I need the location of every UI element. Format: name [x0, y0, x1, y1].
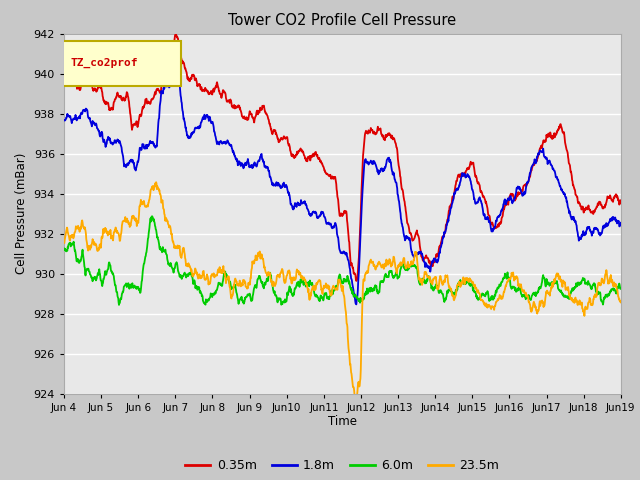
Text: TZ_co2prof: TZ_co2prof: [70, 58, 138, 68]
Legend: 0.35m, 1.8m, 6.0m, 23.5m: 0.35m, 1.8m, 6.0m, 23.5m: [180, 455, 504, 477]
Y-axis label: Cell Pressure (mBar): Cell Pressure (mBar): [15, 153, 28, 274]
FancyBboxPatch shape: [61, 41, 181, 86]
X-axis label: Time: Time: [328, 415, 357, 429]
Title: Tower CO2 Profile Cell Pressure: Tower CO2 Profile Cell Pressure: [228, 13, 456, 28]
